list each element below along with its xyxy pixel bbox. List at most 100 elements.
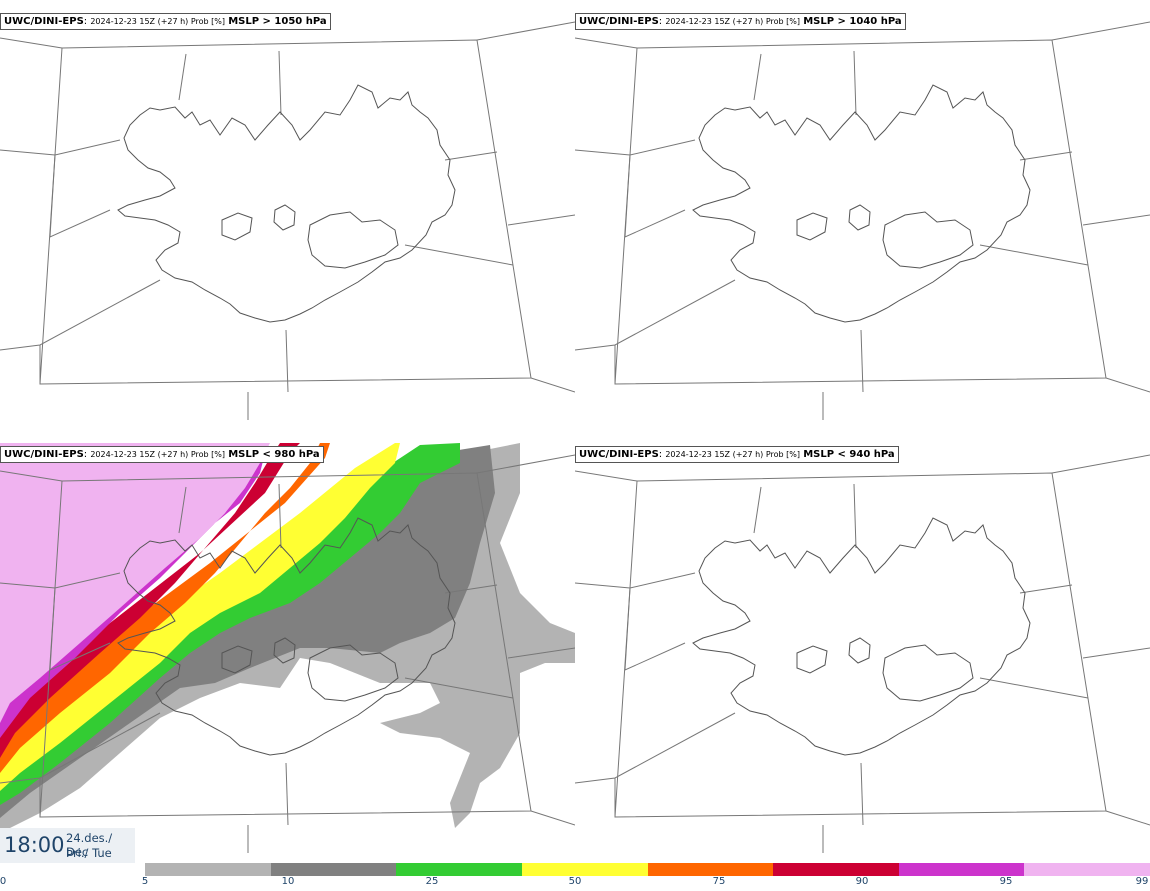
legend-swatch bbox=[898, 863, 1025, 876]
region-boundary bbox=[575, 279, 736, 351]
prob-band-99 bbox=[0, 443, 270, 723]
map-panel-mslp-gt-1050: UWC/DINI-EPS: 2024-12-23 15Z (+27 h) Pro… bbox=[0, 0, 575, 420]
model-source: UWC/DINI-EPS bbox=[4, 16, 84, 27]
model-source: UWC/DINI-EPS bbox=[579, 16, 659, 27]
legend-tick-label: 50 bbox=[568, 876, 582, 887]
region-boundary bbox=[49, 154, 111, 238]
map-outlines bbox=[575, 454, 1150, 853]
region-boundary bbox=[444, 584, 498, 594]
region-boundary bbox=[860, 329, 864, 393]
region-boundary bbox=[853, 483, 857, 549]
region-boundary bbox=[1105, 377, 1150, 393]
region-boundary bbox=[979, 677, 1089, 699]
legend-tick-label: 90 bbox=[855, 876, 869, 887]
legend-tick-label: 25 bbox=[425, 876, 439, 887]
region-boundary bbox=[0, 470, 63, 482]
legend-swatch bbox=[1024, 863, 1150, 876]
panel-title: UWC/DINI-EPS: 2024-12-23 15Z (+27 h) Pro… bbox=[575, 446, 899, 463]
run-info: 2024-12-23 15Z (+27 h) Prob [%] bbox=[665, 450, 801, 459]
legend-tick-label: 75 bbox=[712, 876, 726, 887]
probability-field bbox=[0, 443, 575, 833]
map-outlines bbox=[575, 21, 1150, 420]
legend-tick-label: 99 bbox=[1135, 876, 1149, 887]
region-boundary bbox=[575, 572, 696, 589]
region-boundary bbox=[1019, 151, 1073, 161]
region-boundary bbox=[624, 154, 686, 238]
panel-title: UWC/DINI-EPS: 2024-12-23 15Z (+27 h) Pro… bbox=[0, 446, 324, 463]
glacier-outline bbox=[796, 645, 828, 674]
region-boundary bbox=[39, 39, 532, 385]
parameter-label: MSLP < 940 hPa bbox=[803, 449, 895, 460]
glacier-outline bbox=[273, 637, 296, 664]
valid-time: 18:00 bbox=[4, 833, 65, 857]
glacier-outline bbox=[307, 644, 399, 702]
region-boundary bbox=[624, 587, 686, 671]
valid-time-box: 18:00 24.des./ Dec Þri./ Tue bbox=[0, 828, 135, 863]
glacier-outline bbox=[221, 645, 253, 674]
region-boundary bbox=[404, 677, 514, 699]
region-boundary bbox=[753, 53, 762, 101]
legend-tick-label: 10 bbox=[281, 876, 295, 887]
region-boundary bbox=[278, 50, 282, 116]
region-boundary bbox=[49, 587, 111, 671]
region-boundary bbox=[614, 39, 1107, 385]
region-boundary bbox=[507, 214, 575, 226]
region-boundary bbox=[1051, 21, 1150, 41]
parameter-label: MSLP < 980 hPa bbox=[228, 449, 320, 460]
glacier-outline bbox=[221, 212, 253, 241]
region-boundary bbox=[476, 21, 575, 41]
region-boundary bbox=[530, 377, 575, 393]
map-panel-mslp-lt-980: UWC/DINI-EPS: 2024-12-23 15Z (+27 h) Pro… bbox=[0, 433, 575, 853]
map-canvas bbox=[575, 21, 1150, 420]
valid-date-line2: Þri./ Tue bbox=[66, 846, 112, 860]
legend-swatch bbox=[521, 863, 648, 876]
map-canvas bbox=[575, 454, 1150, 853]
run-info: 2024-12-23 15Z (+27 h) Prob [%] bbox=[90, 17, 226, 26]
region-boundary bbox=[0, 37, 63, 49]
map-outlines bbox=[0, 454, 575, 853]
region-boundary bbox=[285, 762, 289, 826]
glacier-outline bbox=[848, 637, 871, 664]
region-boundary bbox=[0, 139, 121, 156]
legend-tick-label: 0 bbox=[0, 876, 7, 887]
prob-band-25 bbox=[0, 443, 460, 805]
region-boundary bbox=[530, 810, 575, 826]
model-source: UWC/DINI-EPS bbox=[579, 449, 659, 460]
map-canvas bbox=[0, 443, 575, 853]
region-boundary bbox=[1082, 214, 1150, 226]
region-boundary bbox=[860, 762, 864, 826]
parameter-label: MSLP > 1050 hPa bbox=[228, 16, 327, 27]
region-boundary bbox=[1019, 584, 1073, 594]
glacier-outline bbox=[796, 212, 828, 241]
region-boundary bbox=[853, 50, 857, 116]
region-boundary bbox=[575, 139, 696, 156]
region-boundary bbox=[1051, 454, 1150, 474]
region-boundary bbox=[404, 244, 514, 266]
region-boundary bbox=[444, 151, 498, 161]
region-boundary bbox=[979, 244, 1089, 266]
panel-title: UWC/DINI-EPS: 2024-12-23 15Z (+27 h) Pro… bbox=[575, 13, 906, 30]
region-boundary bbox=[753, 486, 762, 534]
map-outlines bbox=[0, 21, 575, 420]
parameter-label: MSLP > 1040 hPa bbox=[803, 16, 902, 27]
glacier-outline bbox=[307, 211, 399, 269]
legend-tick-label: 5 bbox=[141, 876, 149, 887]
run-info: 2024-12-23 15Z (+27 h) Prob [%] bbox=[665, 17, 801, 26]
region-boundary bbox=[178, 486, 187, 534]
glacier-outline bbox=[848, 204, 871, 231]
glacier-outline bbox=[882, 644, 974, 702]
legend-swatch bbox=[396, 863, 522, 876]
legend-swatch bbox=[773, 863, 899, 876]
region-boundary bbox=[1082, 647, 1150, 659]
glacier-outline bbox=[273, 204, 296, 231]
prob-band-50 bbox=[0, 443, 400, 791]
region-boundary bbox=[285, 329, 289, 393]
map-panel-mslp-lt-940: UWC/DINI-EPS: 2024-12-23 15Z (+27 h) Pro… bbox=[575, 433, 1150, 853]
map-canvas bbox=[0, 21, 575, 420]
legend-ticks: 0 5 10 25 50 75 90 95 99 bbox=[0, 876, 1150, 890]
region-boundary bbox=[507, 647, 575, 659]
region-boundary bbox=[0, 279, 161, 351]
prob-band-90 bbox=[0, 443, 300, 758]
legend-swatch bbox=[270, 863, 397, 876]
prob-band-75 bbox=[0, 443, 330, 773]
